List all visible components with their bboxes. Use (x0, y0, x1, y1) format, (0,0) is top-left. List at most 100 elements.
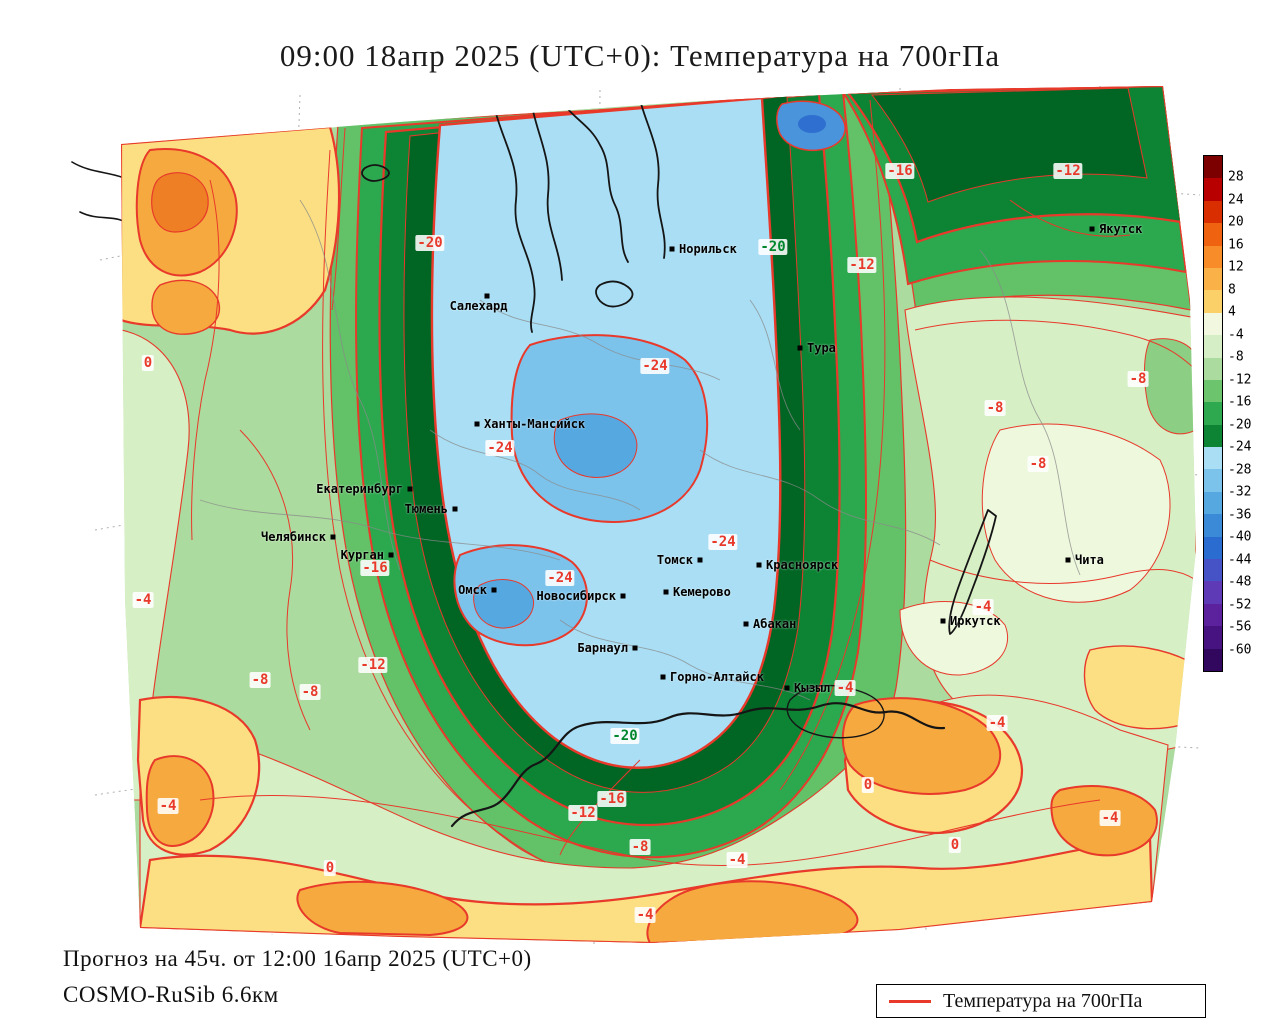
city-marker (452, 506, 458, 512)
contour-value-label: 0 (861, 777, 875, 793)
colorbar-cell (1204, 267, 1222, 291)
contour-value-label: 0 (323, 860, 337, 876)
city-label: Чита (1075, 553, 1104, 567)
city-label: Кемерово (673, 585, 731, 599)
contour-value-label: -8 (984, 400, 1006, 416)
city-marker (620, 593, 626, 599)
colorbar-cell (1204, 447, 1222, 470)
city-marker (407, 486, 413, 492)
contour-value-label: -4 (132, 592, 154, 608)
contour-value-label: -8 (629, 839, 651, 855)
city-marker (743, 621, 749, 627)
colorbar-cell (1204, 290, 1222, 313)
colorbar-tick: -4 (1228, 327, 1244, 343)
colorbar-cell (1204, 626, 1222, 649)
city-label: Красноярск (766, 558, 839, 572)
contour-value-label: -12 (568, 805, 598, 821)
colorbar-cell (1204, 312, 1222, 336)
colorbar-tick: 8 (1228, 282, 1236, 298)
city-label: Иркутск (950, 614, 1001, 628)
contour-value-label: -24 (708, 534, 738, 550)
colorbar-cell (1204, 648, 1222, 671)
colorbar-tick: -48 (1228, 574, 1252, 590)
contour-value-label: -4 (1099, 810, 1121, 826)
city-marker (1065, 557, 1071, 563)
colorbar-tick: -56 (1228, 619, 1252, 635)
contour-value-label: -16 (360, 560, 390, 576)
city-label: Якутск (1099, 222, 1143, 236)
contour-value-label: -12 (1053, 163, 1083, 179)
contour-value-label: -20 (610, 728, 640, 744)
temperature-colorbar (1203, 155, 1223, 672)
contour-value-label: 0 (141, 355, 155, 371)
city-marker (491, 587, 497, 593)
city-marker (484, 293, 490, 299)
city-label: Курган (340, 548, 384, 562)
city-label: Новосибирск (536, 589, 616, 603)
legend-label: Температура на 700гПа (943, 989, 1143, 1012)
colorbar-cell (1204, 357, 1222, 380)
city-marker (697, 557, 703, 563)
colorbar-tick: -20 (1228, 417, 1252, 433)
contour-value-label: -24 (485, 440, 515, 456)
contour-value-label: -20 (415, 235, 445, 251)
colorbar-cell (1204, 424, 1222, 448)
colorbar-tick: -40 (1228, 529, 1252, 545)
contour-value-label: -16 (597, 791, 627, 807)
contour-value-label: -8 (299, 684, 321, 700)
colorbar-cell (1204, 223, 1222, 246)
colorbar-cell (1204, 156, 1222, 179)
city-label: Тура (807, 341, 836, 355)
contour-value-label: -4 (834, 680, 856, 696)
city-label: Томск (656, 553, 693, 567)
colorbar-cell (1204, 469, 1222, 492)
colorbar-cell (1204, 335, 1222, 358)
city-marker (474, 421, 480, 427)
colorbar-cell (1204, 491, 1222, 515)
colorbar-tick: 4 (1228, 304, 1236, 320)
city-marker (660, 674, 666, 680)
city-marker (330, 534, 336, 540)
colorbar-tick: -24 (1228, 439, 1252, 455)
colorbar-cell (1204, 245, 1222, 268)
temperature-shading (121, 86, 1196, 943)
city-label: Горно-Алтайск (670, 670, 764, 684)
city-label: Барнаул (577, 641, 628, 655)
contour-value-label: -16 (885, 163, 915, 179)
contour-value-label: -12 (358, 657, 388, 673)
contour-value-label: -8 (249, 672, 271, 688)
colorbar-tick: -60 (1228, 642, 1252, 658)
city-label: Ханты-Мансийск (484, 417, 586, 431)
city-label: Екатеринбург (316, 482, 403, 496)
city-marker (388, 552, 394, 558)
city-marker (797, 345, 803, 351)
city-label: Тюмень (404, 502, 448, 516)
contour-value-label: -4 (157, 798, 179, 814)
forecast-info: Прогноз на 45ч. от 12:00 16апр 2025 (UTC… (63, 946, 532, 971)
colorbar-cell (1204, 178, 1222, 201)
contour-value-label: -8 (1027, 456, 1049, 472)
contour-value-label: -4 (634, 907, 656, 923)
colorbar-tick: -44 (1228, 552, 1252, 568)
contour-value-label: -8 (1127, 371, 1149, 387)
city-marker (663, 589, 669, 595)
colorbar-cell (1204, 536, 1222, 560)
temperature-contour-sample-icon (889, 999, 931, 1003)
colorbar-tick: 12 (1228, 259, 1244, 275)
city-label: Абакан (753, 617, 797, 631)
contour-value-label: -12 (847, 257, 877, 273)
city-label: Кызыл (794, 681, 831, 695)
colorbar-tick: 28 (1228, 169, 1244, 185)
city-label: Омск (458, 583, 487, 597)
city-label: Норильск (679, 242, 737, 256)
city-marker (784, 685, 790, 691)
colorbar-cell (1204, 200, 1222, 224)
colorbar-tick: -8 (1228, 349, 1244, 365)
colorbar-cell (1204, 559, 1222, 582)
colorbar-cell (1204, 603, 1222, 627)
city-marker (632, 645, 638, 651)
colorbar-tick: 16 (1228, 237, 1244, 253)
colorbar-tick: -12 (1228, 372, 1252, 388)
page-title: 09:00 18апр 2025 (UTC+0): Температура на… (279, 38, 1001, 73)
